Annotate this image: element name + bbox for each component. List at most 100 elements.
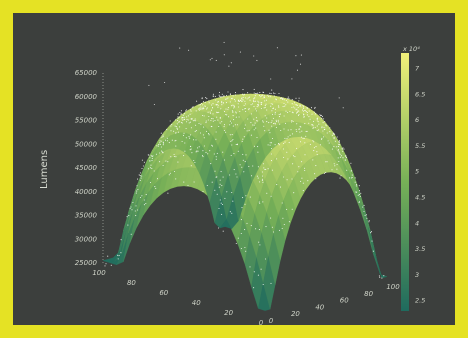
data-point (166, 129, 168, 131)
data-point (284, 122, 287, 124)
data-point (283, 128, 285, 130)
colorbar-gradient (401, 53, 409, 311)
data-point (259, 244, 261, 246)
data-point (292, 112, 294, 114)
data-point (263, 107, 265, 109)
data-point (237, 237, 239, 239)
outlier-point (141, 159, 143, 161)
data-point (229, 93, 231, 96)
data-point (269, 92, 271, 94)
data-point (257, 103, 259, 105)
data-point (201, 114, 204, 117)
data-point (221, 104, 223, 106)
data-point (271, 169, 273, 171)
data-point (175, 178, 177, 180)
data-point (267, 144, 269, 146)
data-point (261, 101, 263, 104)
data-point (195, 124, 197, 126)
data-point (306, 107, 308, 109)
data-point (242, 138, 244, 140)
outlier-point (300, 54, 302, 56)
colorbar-tick-label: 5.5 (415, 142, 425, 150)
data-point (383, 275, 385, 277)
data-point (192, 120, 194, 122)
data-point (194, 161, 196, 164)
data-point (238, 106, 240, 108)
data-point (166, 140, 168, 142)
data-point (198, 146, 200, 148)
data-point (366, 217, 368, 219)
z-tick-label: 60000 (75, 93, 98, 101)
data-point (190, 127, 192, 129)
data-point (242, 89, 244, 91)
data-point (187, 184, 189, 186)
data-point (264, 100, 266, 102)
data-point (265, 103, 267, 105)
outlier-point (295, 55, 297, 57)
z-tick-label: 25000 (75, 259, 98, 267)
data-point (328, 142, 330, 144)
surface-patch (375, 254, 388, 279)
data-point (197, 150, 199, 152)
data-point (233, 169, 235, 171)
colorbar-tick-label: 2.5 (415, 297, 425, 305)
data-point (173, 155, 175, 158)
data-point (260, 95, 262, 97)
data-point (344, 159, 346, 161)
data-point (234, 106, 236, 108)
data-point (212, 95, 214, 97)
data-point (282, 217, 284, 219)
outlier-point (211, 57, 213, 59)
data-point (278, 113, 280, 116)
data-point (222, 176, 224, 178)
data-point (294, 156, 296, 158)
data-point (227, 116, 230, 118)
data-point (214, 170, 216, 172)
data-point (338, 151, 340, 153)
data-point (242, 96, 244, 98)
data-point (175, 156, 177, 158)
data-point (381, 277, 383, 279)
data-point (234, 92, 237, 94)
data-point (266, 109, 268, 111)
data-point (211, 118, 213, 120)
data-point (233, 107, 235, 109)
data-point (181, 118, 183, 120)
data-point (250, 104, 252, 106)
data-point (253, 287, 255, 289)
data-point (241, 93, 244, 95)
data-point (230, 140, 232, 142)
data-point (263, 125, 265, 127)
data-point (212, 113, 214, 115)
data-point (246, 222, 248, 224)
data-point (190, 148, 192, 150)
data-point (256, 104, 259, 106)
data-point (184, 150, 186, 152)
data-point (258, 229, 260, 231)
data-point (212, 103, 214, 105)
data-point (331, 148, 333, 150)
data-point (350, 170, 352, 172)
data-point (339, 177, 341, 179)
data-point (296, 111, 298, 114)
data-point (199, 107, 201, 109)
data-point (201, 108, 203, 110)
data-point (261, 178, 264, 180)
data-point (215, 156, 217, 158)
data-point (151, 167, 153, 170)
data-point (233, 153, 235, 155)
data-point (176, 119, 179, 122)
data-point (166, 137, 168, 139)
data-point (215, 158, 217, 160)
data-point (211, 145, 214, 147)
data-point (278, 92, 280, 95)
data-point (273, 123, 275, 125)
data-point (278, 106, 280, 108)
data-point (145, 202, 147, 205)
data-point (220, 202, 222, 204)
data-point (332, 133, 334, 135)
data-point (274, 108, 276, 110)
data-point (291, 133, 294, 135)
data-point (232, 115, 234, 117)
data-point (272, 107, 275, 109)
